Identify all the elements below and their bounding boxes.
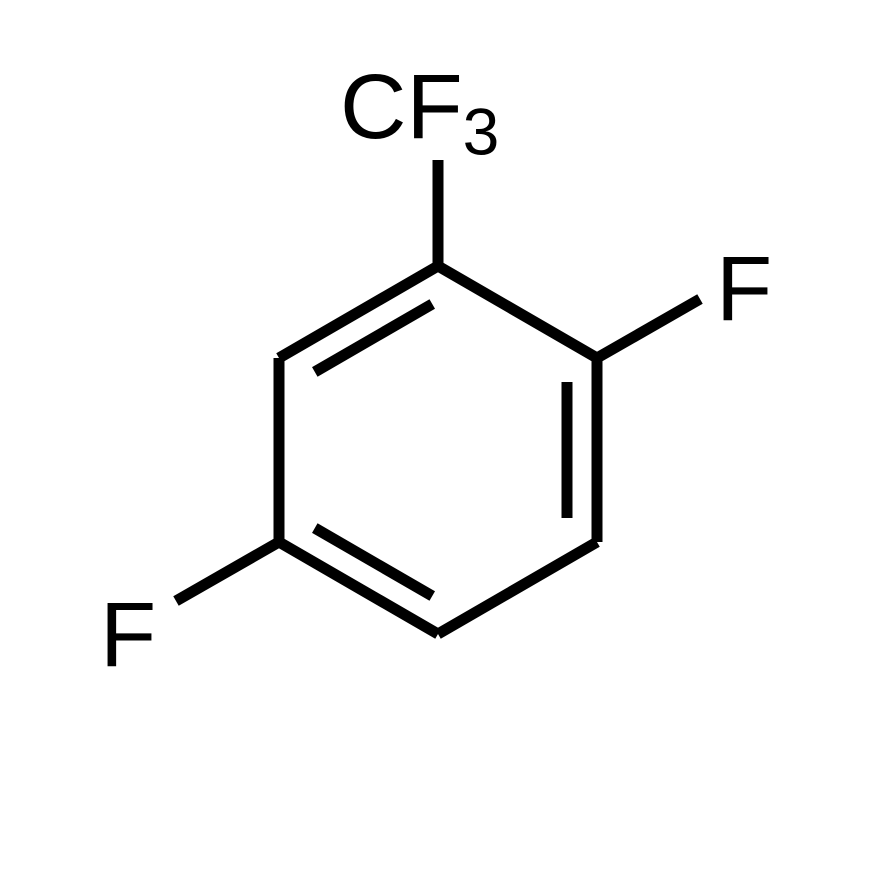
ring-bond-0: [438, 266, 597, 358]
ring-bond-2: [438, 542, 597, 634]
chemical-structure-diagram: CF3 F F: [0, 0, 890, 890]
label-f2: F: [716, 238, 772, 340]
ring-bond-5-inner: [315, 304, 432, 372]
bond-to-f5: [176, 542, 279, 601]
bonds-layer: [279, 266, 597, 634]
substituents-layer: [176, 160, 700, 601]
bond-to-f2: [597, 299, 700, 358]
label-cf3: CF3: [340, 56, 499, 169]
label-f5: F: [100, 584, 156, 686]
ring-bond-3-inner: [315, 528, 432, 596]
